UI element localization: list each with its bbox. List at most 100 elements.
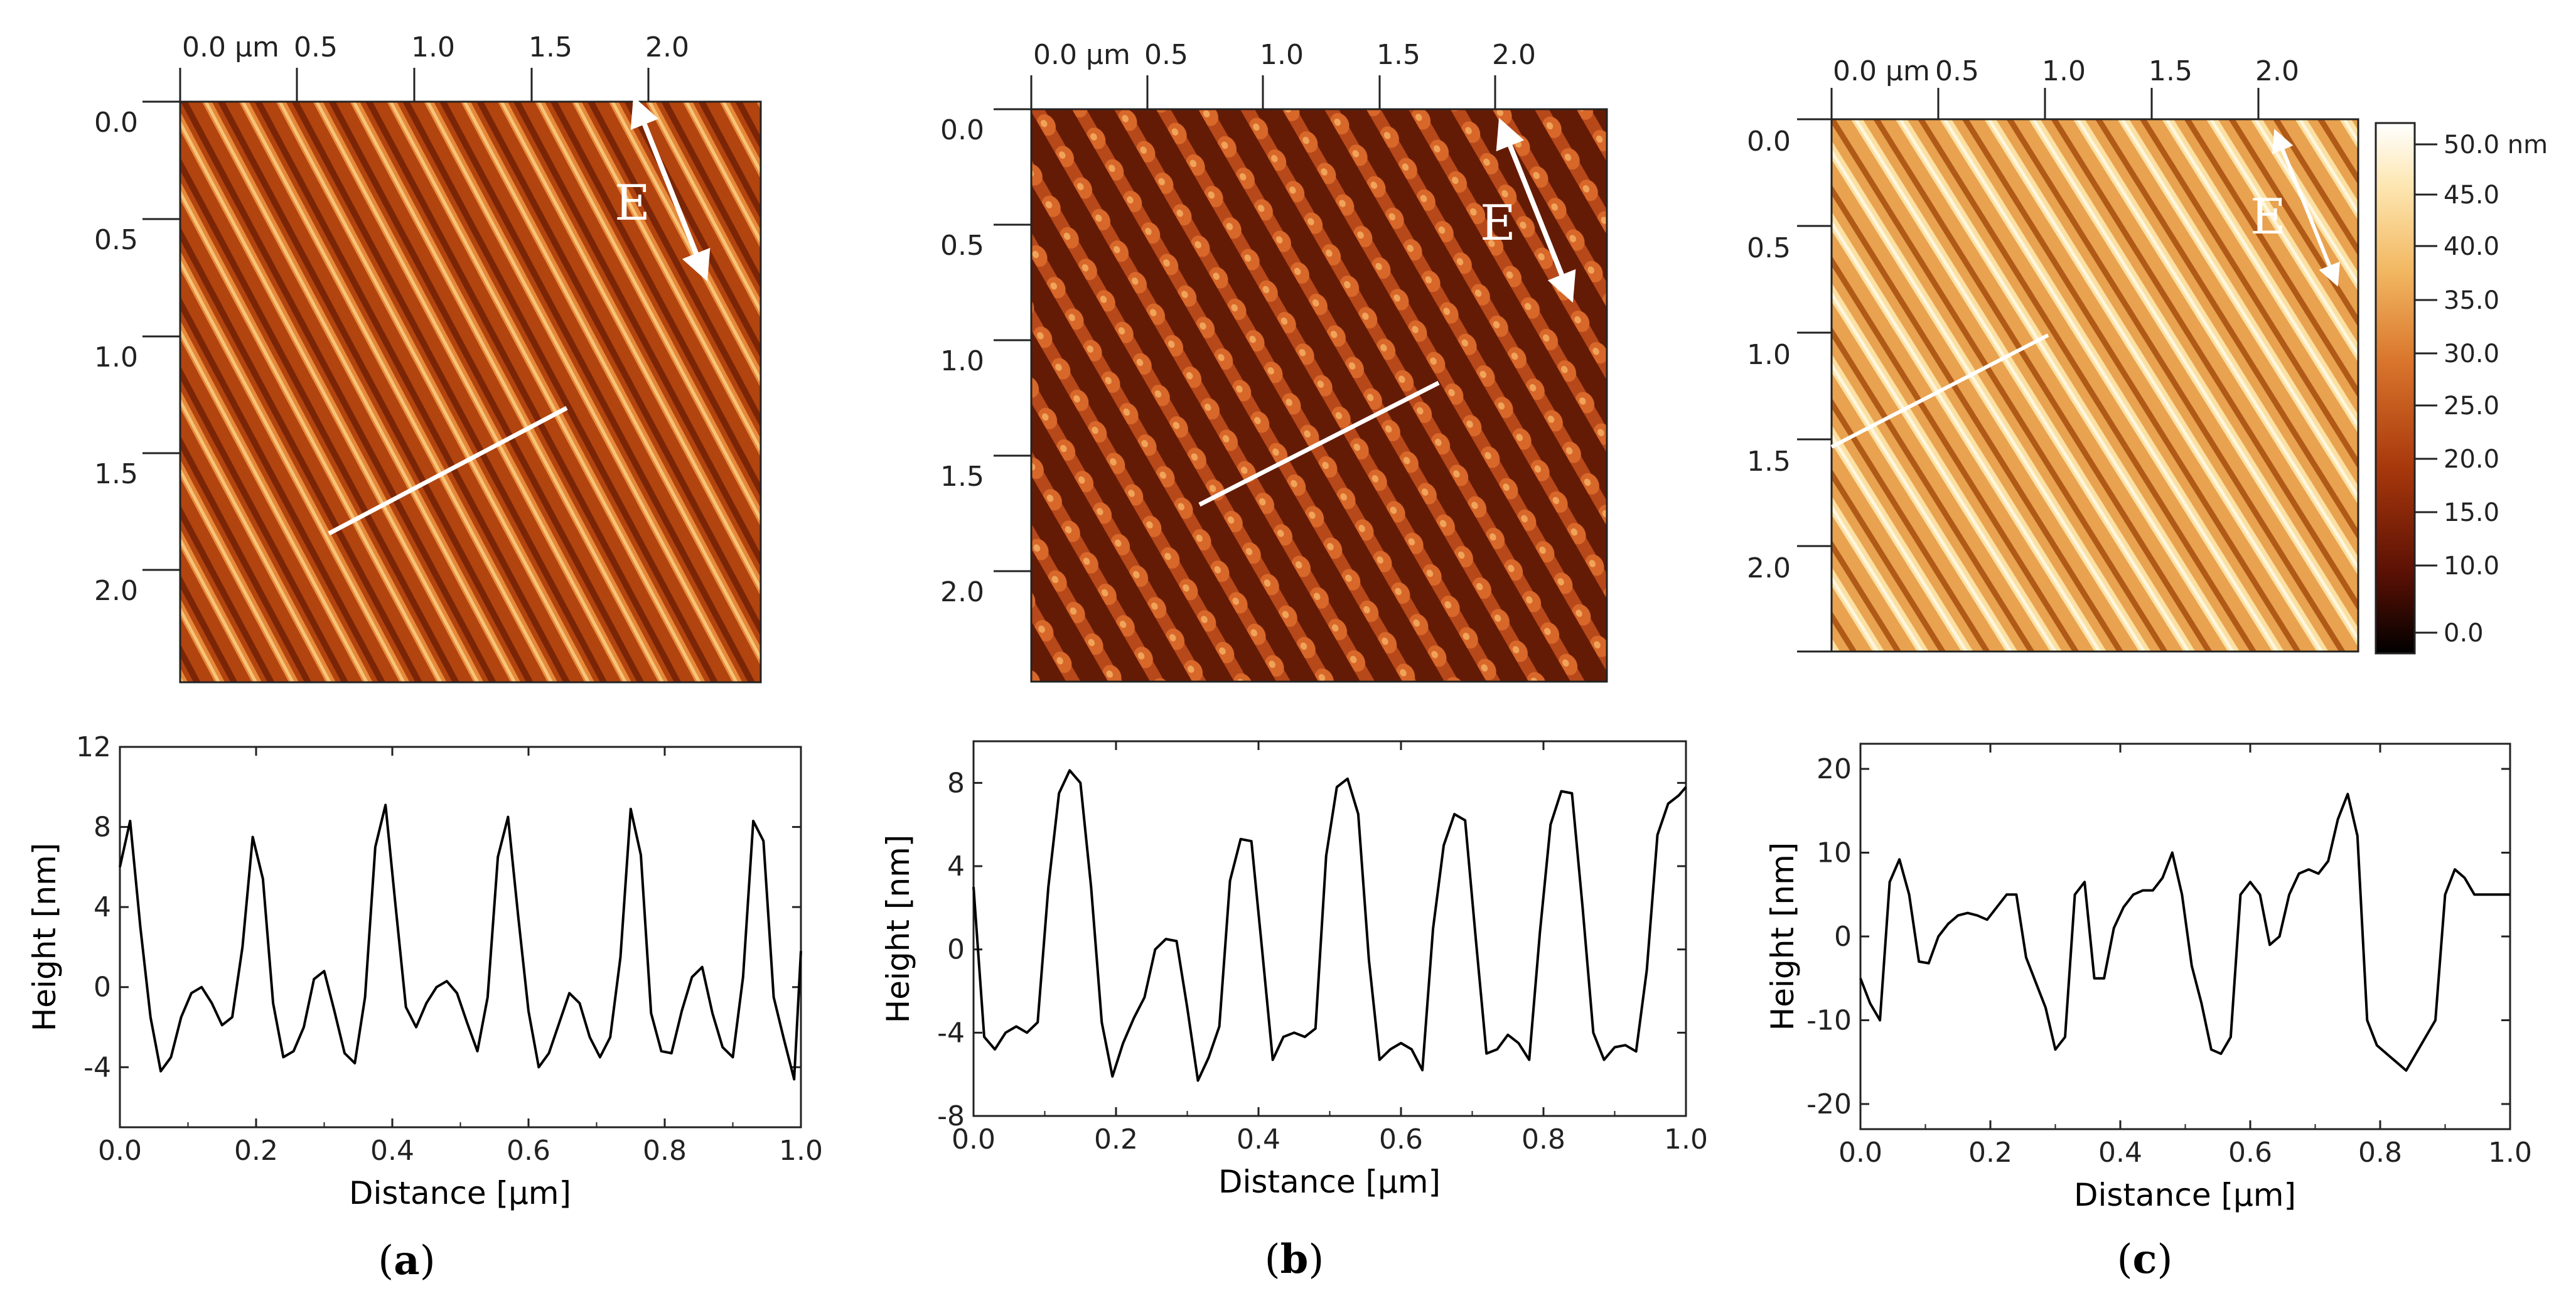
colorbar-gradient bbox=[2375, 122, 2416, 655]
panel-caption-c: (c) bbox=[2117, 1236, 2173, 1283]
afm-y-tick-a-2: 1.0 bbox=[94, 341, 138, 373]
line-profile-marker-c bbox=[1830, 333, 2049, 449]
x-tick-label-b-0: 0.0 bbox=[952, 1123, 996, 1156]
afm-y-tick-c-3: 1.5 bbox=[1747, 446, 1791, 478]
afm-y-tick-c-0: 0.0 bbox=[1747, 126, 1791, 158]
line-profile-marker-a bbox=[328, 405, 568, 536]
afm-y-tick-a-0: 0.0 bbox=[94, 107, 138, 139]
chart-ticks-c: 0.0 0.2 0.4 0.6 0.8 1.0 -20 -10 0 10 20 bbox=[1806, 744, 2532, 1169]
x-axis-title-c: Distance [µm] bbox=[2074, 1177, 2296, 1213]
afm-image-panel-a: 0.0 µm 0.5 1.0 1.5 2.0 0.0 0.5 1.0 1.5 2… bbox=[94, 31, 762, 684]
afm-x-tick-c-4: 2.0 bbox=[2255, 55, 2299, 87]
afm-y-tick-a-1: 0.5 bbox=[94, 224, 138, 256]
e-field-label-b: E bbox=[1480, 195, 1516, 252]
y-tick-label-a-0: -4 bbox=[83, 1051, 111, 1083]
colorbar-label-4: 30.0 bbox=[2444, 340, 2499, 368]
afm-x-tick-a-3: 1.5 bbox=[529, 31, 572, 63]
y-tick-label-c-2: 0 bbox=[1834, 921, 1852, 953]
afm-image-panel-b: 0.0 µm 0.5 1.0 1.5 2.0 0.0 0.5 1.0 1.5 2… bbox=[940, 39, 1608, 683]
x-tick-label-b-5: 1.0 bbox=[1664, 1123, 1708, 1156]
y-tick-label-c-3: 10 bbox=[1817, 837, 1852, 869]
y-axis-title-b: Height [nm] bbox=[880, 835, 916, 1024]
afm-top-axis-c bbox=[1830, 88, 2358, 121]
plot-frame-a bbox=[119, 746, 802, 1129]
profile-chart-c: 0.0 0.2 0.4 0.6 0.8 1.0 -20 -10 0 10 20 Distance [… bbox=[1764, 743, 2532, 1213]
afm-x-tick-a-2: 1.0 bbox=[411, 31, 455, 63]
afm-y-tick-a-3: 1.5 bbox=[94, 458, 138, 490]
x-tick-label-a-3: 0.6 bbox=[507, 1135, 550, 1167]
e-field-label-c: E bbox=[2250, 189, 2286, 245]
colorbar-ticks bbox=[2415, 143, 2437, 634]
afm-y-tick-c-4: 2.0 bbox=[1747, 552, 1791, 584]
x-tick-label-b-1: 0.2 bbox=[1094, 1123, 1138, 1156]
plot-frame-b bbox=[972, 740, 1687, 1117]
afm-x-tick-c-1: 0.5 bbox=[1935, 55, 1979, 87]
e-field-arrow-c bbox=[2272, 129, 2340, 287]
afm-image-b bbox=[1030, 108, 1608, 683]
afm-x-tick-b-1: 0.5 bbox=[1144, 39, 1188, 71]
height-profile-line-c bbox=[1859, 793, 2510, 1072]
x-tick-label-a-2: 0.4 bbox=[370, 1135, 414, 1167]
chart-ticks-a: 0.0 0.2 0.4 0.6 0.8 1.0 -4 0 4 8 12 bbox=[76, 731, 823, 1167]
panel-caption-a: (a) bbox=[378, 1237, 435, 1284]
y-tick-label-b-4: 8 bbox=[947, 767, 965, 799]
afm-y-tick-b-4: 2.0 bbox=[940, 576, 984, 608]
colorbar-label-5: 25.0 bbox=[2444, 392, 2499, 421]
afm-y-tick-c-1: 0.5 bbox=[1747, 232, 1791, 264]
afm-x-tick-b-4: 2.0 bbox=[1492, 39, 1536, 71]
panel-caption-b: (b) bbox=[1265, 1236, 1324, 1283]
afm-x-tick-a-1: 0.5 bbox=[294, 31, 338, 63]
y-tick-label-a-1: 0 bbox=[94, 972, 111, 1004]
colorbar-label-0: 50.0 nm bbox=[2444, 131, 2548, 159]
afm-image-a bbox=[179, 100, 762, 684]
y-tick-label-c-0: -20 bbox=[1806, 1088, 1852, 1120]
afm-left-axis-b bbox=[994, 108, 1033, 682]
e-field-arrow-a bbox=[630, 96, 711, 282]
x-tick-label-a-0: 0.0 bbox=[98, 1135, 142, 1167]
y-tick-label-a-3: 8 bbox=[94, 812, 111, 844]
colorbar-label-2: 40.0 bbox=[2444, 232, 2499, 261]
afm-y-tick-b-0: 0.0 bbox=[940, 114, 984, 146]
y-tick-label-b-1: -4 bbox=[937, 1017, 965, 1049]
afm-top-axis-b bbox=[1030, 75, 1607, 110]
y-axis-title-a: Height [nm] bbox=[26, 843, 63, 1032]
colorbar-label-6: 20.0 bbox=[2444, 445, 2499, 474]
e-field-label-a: E bbox=[614, 175, 650, 232]
colorbar-label-7: 15.0 bbox=[2444, 498, 2499, 527]
y-tick-label-b-3: 4 bbox=[947, 850, 965, 882]
y-tick-label-a-2: 4 bbox=[94, 891, 111, 923]
x-tick-label-b-4: 0.8 bbox=[1521, 1123, 1565, 1156]
x-tick-label-c-3: 0.6 bbox=[2228, 1137, 2272, 1169]
height-profile-line-b bbox=[972, 769, 1687, 1082]
afm-x-tick-c-2: 1.0 bbox=[2042, 55, 2086, 87]
y-tick-label-a-4: 12 bbox=[76, 731, 111, 763]
afm-y-tick-a-4: 2.0 bbox=[94, 575, 138, 607]
plot-frame-c bbox=[1859, 743, 2511, 1130]
colorbar: 50.0 nm 45.0 40.0 35.0 30.0 25.0 20.0 15… bbox=[2375, 122, 2548, 655]
colorbar-label-3: 35.0 bbox=[2444, 286, 2499, 315]
x-tick-label-c-2: 0.4 bbox=[2098, 1137, 2142, 1169]
afm-image-panel-c: 0.0 µm 0.5 1.0 1.5 2.0 0.0 0.5 1.0 1.5 2… bbox=[1747, 55, 2359, 653]
e-field-arrow-b bbox=[1496, 117, 1576, 303]
afm-left-axis-a bbox=[142, 100, 181, 682]
colorbar-label-1: 45.0 bbox=[2444, 181, 2499, 210]
x-axis-title-a: Distance [µm] bbox=[349, 1175, 571, 1211]
x-tick-label-a-1: 0.2 bbox=[234, 1135, 278, 1167]
afm-y-tick-c-2: 1.0 bbox=[1747, 339, 1791, 371]
x-axis-title-b: Distance [µm] bbox=[1218, 1164, 1441, 1200]
afm-image-c bbox=[1830, 118, 2359, 653]
x-tick-label-b-2: 0.4 bbox=[1237, 1123, 1280, 1156]
x-tick-label-c-0: 0.0 bbox=[1838, 1137, 1882, 1169]
afm-x-tick-b-3: 1.5 bbox=[1377, 39, 1420, 71]
x-tick-label-c-5: 1.0 bbox=[2488, 1137, 2532, 1169]
y-axis-title-c: Height [nm] bbox=[1764, 842, 1801, 1031]
y-tick-label-c-1: -10 bbox=[1806, 1004, 1852, 1036]
line-profile-marker-b bbox=[1198, 380, 1440, 507]
afm-x-tick-b-2: 1.0 bbox=[1260, 39, 1304, 71]
chart-ticks-b: 0.0 0.2 0.4 0.6 0.8 1.0 -8 -4 0 4 8 bbox=[937, 741, 1708, 1156]
height-profile-line-a bbox=[119, 803, 802, 1081]
afm-x-tick-c-0: 0.0 µm bbox=[1833, 55, 1930, 87]
